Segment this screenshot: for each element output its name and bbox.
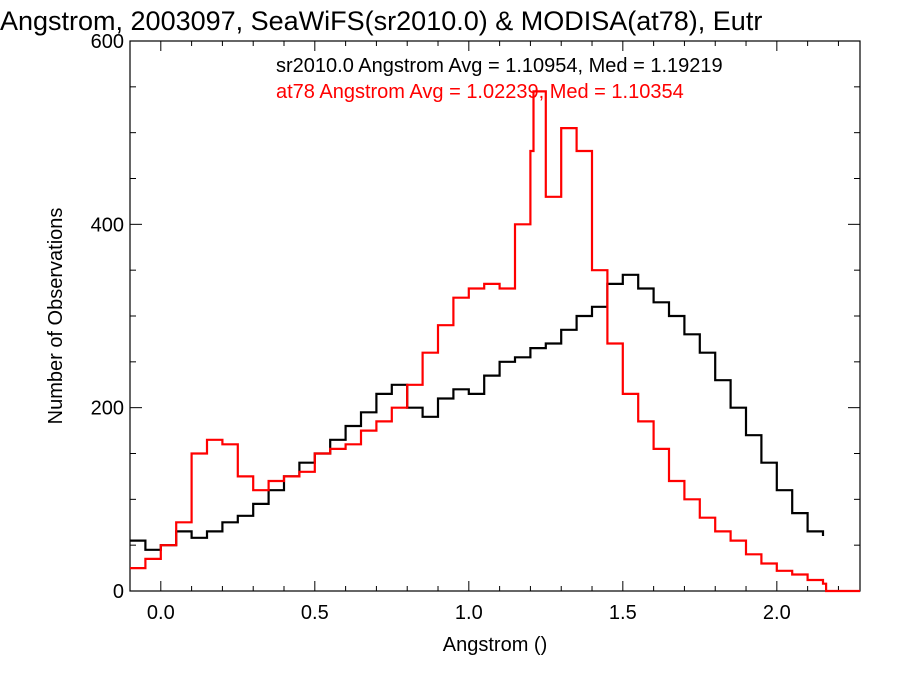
axis-ticks [130,40,860,592]
series-lines [130,90,860,593]
chart-title: Angstrom, 2003097, SeaWiFS(sr2010.0) & M… [0,6,762,36]
annotations: sr2010.0 Angstrom Avg = 1.10954, Med = 1… [276,55,723,103]
stats-annotation: at78 Angstrom Avg = 1.02239, Med = 1.103… [276,81,684,103]
y-tick-label: 400 [91,214,124,236]
x-tick-label: 1.0 [455,602,483,624]
x-tick-label: 0.5 [301,602,329,624]
tick-labels: 0.0 0.5 1.0 1.5 2.0 0 200 400 600 [91,31,791,624]
x-tick-label: 0.0 [147,602,175,624]
series-at78-line [130,90,860,593]
y-tick-label: 600 [91,31,124,53]
stats-annotation: sr2010.0 Angstrom Avg = 1.10954, Med = 1… [276,55,723,77]
x-tick-label: 1.5 [609,602,637,624]
x-tick-label: 2.0 [763,602,791,624]
y-axis-label: Number of Observations [45,208,67,425]
x-axis-label: Angstrom () [443,634,547,656]
series-sr2010-line [130,273,825,551]
y-tick-label: 0 [113,581,124,603]
plot-frame [129,40,861,592]
y-tick-label: 200 [91,398,124,420]
